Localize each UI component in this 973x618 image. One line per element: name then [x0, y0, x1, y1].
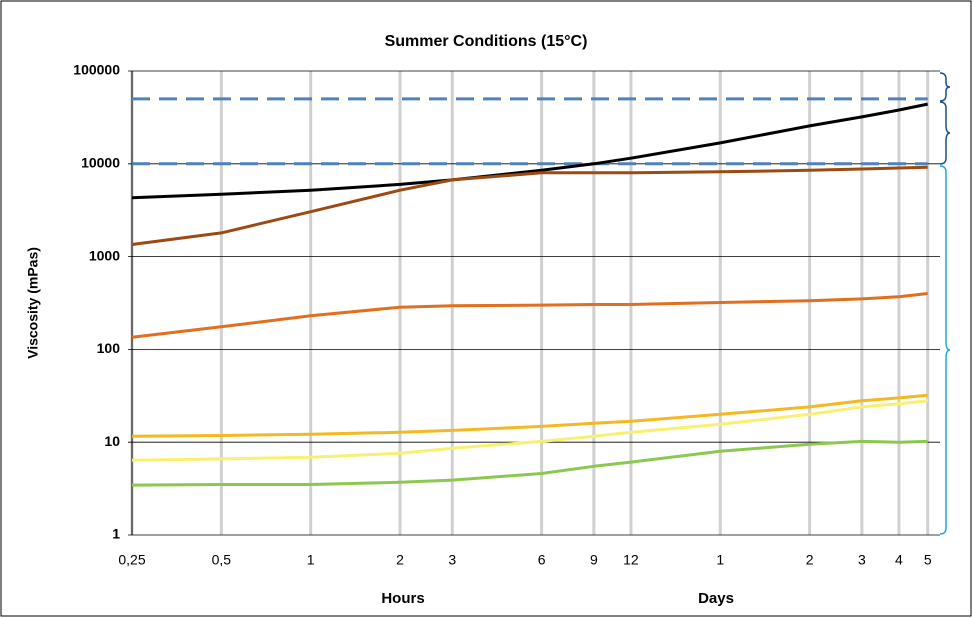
series-line: [131, 393, 928, 438]
x-tick-label: 12: [623, 552, 639, 568]
x-tick-label: 0,5: [212, 552, 232, 568]
y-tick-label: 10000: [81, 155, 120, 171]
x-tick-label: 1: [307, 552, 315, 568]
x-tick-label: 2: [396, 552, 404, 568]
y-axis-label: Viscosity (mPas): [25, 247, 41, 359]
x-group-label: Days: [698, 590, 734, 607]
y-tick-label: 1: [112, 526, 120, 542]
y-tick-label: 100000: [73, 62, 120, 78]
x-group-label: Hours: [381, 590, 424, 607]
x-tick-label: 3: [858, 552, 866, 568]
x-tick-label: 9: [590, 552, 598, 568]
series-line: [131, 165, 928, 246]
y-tick-label: 1000: [89, 247, 120, 263]
y-tick-label: 100: [97, 340, 121, 356]
series-line: [131, 102, 929, 200]
series-line: [131, 292, 928, 339]
chart-title: Summer Conditions (15°C): [385, 33, 588, 50]
x-tick-label: 2: [806, 552, 814, 568]
x-tick-label: 6: [538, 552, 546, 568]
x-tick-label: 1: [716, 552, 724, 568]
y-tick-label: 10: [104, 433, 120, 449]
x-tick-label: 3: [448, 552, 456, 568]
range-brace: [939, 72, 951, 102]
series-line: [131, 399, 928, 462]
x-tick-label: 4: [895, 552, 903, 568]
series-line: [131, 439, 928, 487]
x-tick-label: 0,25: [118, 552, 145, 568]
range-brace: [939, 165, 951, 535]
x-tick-label: 5: [924, 552, 932, 568]
range-brace: [939, 101, 951, 165]
